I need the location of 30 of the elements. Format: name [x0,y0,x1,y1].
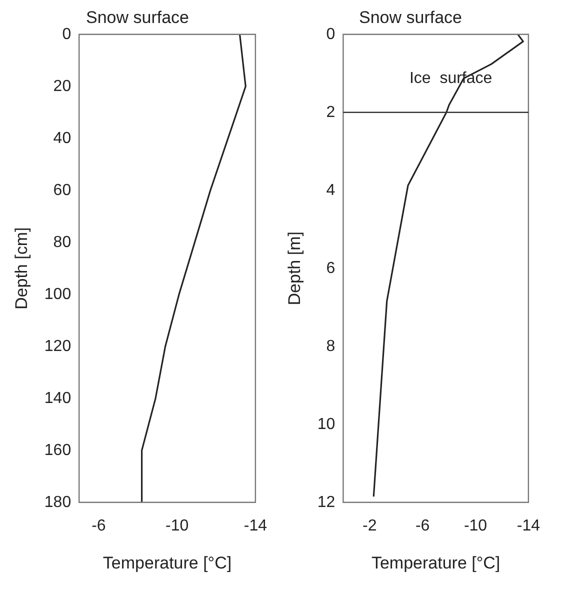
y-tick-label: 80 [53,234,72,251]
y-tick-label: 160 [44,442,72,459]
y-tick-label: 6 [326,260,336,277]
x-tick-label: -6 [92,517,106,534]
y-axis-title: Depth [m] [284,232,304,306]
y-tick-label: 40 [53,130,72,147]
x-tick-label: -10 [166,517,189,534]
x-tick-label: -14 [516,517,540,534]
y-tick-label: 180 [44,494,72,511]
y-tick-label: 8 [326,338,336,355]
y-tick-label: 0 [326,26,336,43]
y-tick-label: 60 [53,182,72,199]
chart-title: Snow surface [86,8,189,27]
x-tick-label: -10 [464,517,488,534]
y-tick-label: 100 [44,286,72,303]
y-tick-label: 20 [53,78,72,95]
y-tick-label: 140 [44,390,72,407]
y-tick-label: 0 [62,26,72,43]
y-tick-label: 12 [317,494,336,511]
y-tick-label: 120 [44,338,72,355]
x-axis-title: Temperature [°C] [102,553,232,572]
x-tick-label: -14 [244,517,268,534]
y-tick-label: 10 [317,416,336,433]
chart-title: Snow surface [359,8,462,27]
x-tick-label: -6 [415,517,430,534]
x-axis-title: Temperature [°C] [371,553,500,572]
y-tick-label: 2 [326,104,336,121]
x-tick-label: -2 [362,517,377,534]
y-tick-label: 4 [326,182,336,199]
y-axis-title: Depth [cm] [12,227,31,310]
